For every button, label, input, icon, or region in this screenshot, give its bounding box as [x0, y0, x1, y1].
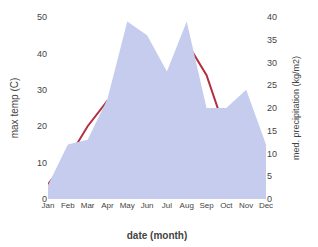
- svg-text:25: 25: [267, 80, 277, 90]
- svg-text:Apr: Apr: [101, 201, 114, 210]
- svg-text:Feb: Feb: [61, 201, 75, 210]
- svg-text:40: 40: [37, 49, 47, 59]
- svg-text:Dec: Dec: [259, 201, 273, 210]
- svg-text:Jan: Jan: [42, 201, 55, 210]
- svg-text:35: 35: [267, 35, 277, 45]
- svg-text:0: 0: [42, 194, 47, 204]
- svg-text:10: 10: [267, 149, 277, 159]
- svg-text:0: 0: [267, 194, 272, 204]
- svg-text:40: 40: [267, 12, 277, 22]
- svg-text:20: 20: [37, 121, 47, 131]
- svg-text:Jun: Jun: [141, 201, 154, 210]
- svg-text:20: 20: [267, 103, 277, 113]
- svg-text:max temp (C): max temp (C): [9, 78, 20, 139]
- svg-text:med. precipitation (kg/m2): med. precipitation (kg/m2): [291, 56, 301, 160]
- svg-text:10: 10: [37, 158, 47, 168]
- svg-text:Oct: Oct: [220, 201, 233, 210]
- svg-text:Mar: Mar: [81, 201, 95, 210]
- svg-text:May: May: [120, 201, 135, 210]
- svg-text:Nov: Nov: [239, 201, 253, 210]
- svg-text:Jul: Jul: [162, 201, 172, 210]
- svg-text:30: 30: [37, 85, 47, 95]
- svg-text:Sep: Sep: [199, 201, 214, 210]
- svg-text:date (month): date (month): [127, 230, 188, 241]
- svg-text:5: 5: [267, 171, 272, 181]
- svg-text:15: 15: [267, 126, 277, 136]
- svg-text:50: 50: [37, 12, 47, 22]
- svg-text:30: 30: [267, 58, 277, 68]
- svg-text:Aug: Aug: [180, 201, 194, 210]
